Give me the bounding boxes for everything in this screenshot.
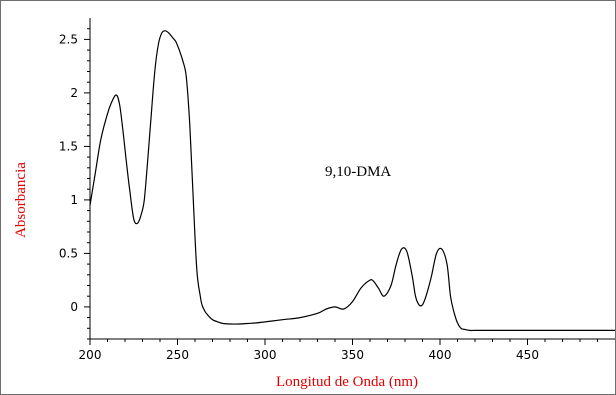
y-tick-label: 2.5	[59, 32, 78, 46]
y-axis-title: Absorbancia	[13, 162, 29, 238]
x-tick-label: 200	[79, 348, 102, 362]
spectrum-line	[89, 30, 615, 332]
x-axis-title: Longitud de Onda (nm)	[276, 374, 418, 390]
y-tick-label: 1	[70, 193, 78, 207]
x-tick-label: 450	[516, 348, 539, 362]
y-tick-label: 0	[70, 300, 78, 314]
annotation-label: 9,10-DMA	[325, 164, 391, 180]
x-ticks: 200 250 300 350 400 450	[79, 339, 598, 362]
x-tick-label: 300	[254, 348, 277, 362]
y-tick-label: 2	[70, 86, 78, 100]
x-tick-label: 350	[341, 348, 364, 362]
y-ticks: 0 0.5 1 1.5 2 2.5	[59, 28, 90, 340]
x-tick-label: 250	[166, 348, 189, 362]
y-tick-label: 0.5	[59, 246, 78, 260]
y-tick-label: 1.5	[59, 139, 78, 153]
x-tick-label: 400	[429, 348, 452, 362]
